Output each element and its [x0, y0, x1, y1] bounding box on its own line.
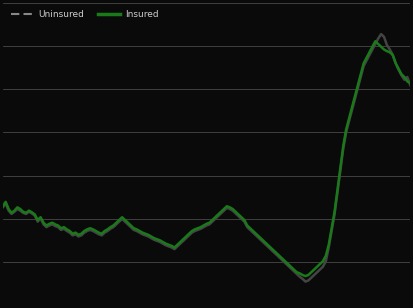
Legend: Uninsured, Insured: Uninsured, Insured [12, 10, 159, 19]
